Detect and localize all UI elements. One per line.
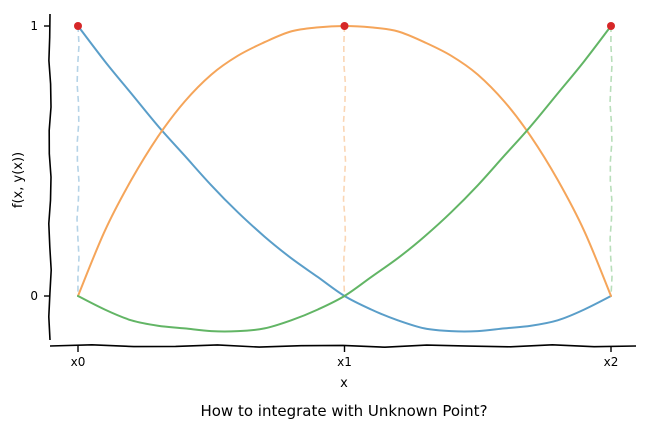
x-axis-label: x bbox=[340, 376, 348, 391]
marker-point-x1 bbox=[340, 22, 349, 30]
guide-line-x0 bbox=[76, 25, 80, 297]
marker-points bbox=[74, 22, 615, 30]
guide-line-x1 bbox=[342, 25, 347, 297]
x-tick-label: x0 bbox=[71, 355, 86, 369]
x-axis-ticks: x0 x1 x2 bbox=[71, 346, 619, 369]
x-axis-line bbox=[49, 343, 637, 349]
chart-title: How to integrate with Unknown Point? bbox=[200, 402, 487, 420]
series-line-3 bbox=[77, 25, 612, 333]
x-tick-label: x2 bbox=[604, 355, 619, 369]
y-axis-label: f(x, y(x)) bbox=[11, 152, 26, 208]
guide-lines bbox=[76, 25, 613, 297]
marker-point-x0 bbox=[74, 22, 82, 30]
y-axis-line bbox=[47, 13, 53, 341]
marker-point-x2 bbox=[607, 22, 615, 30]
guide-line-x2 bbox=[609, 25, 613, 297]
x-tick-label: x1 bbox=[337, 355, 352, 369]
y-tick-label: 0 bbox=[30, 289, 38, 303]
y-tick-label: 1 bbox=[30, 19, 38, 33]
y-axis-ticks: 01 bbox=[30, 19, 50, 303]
